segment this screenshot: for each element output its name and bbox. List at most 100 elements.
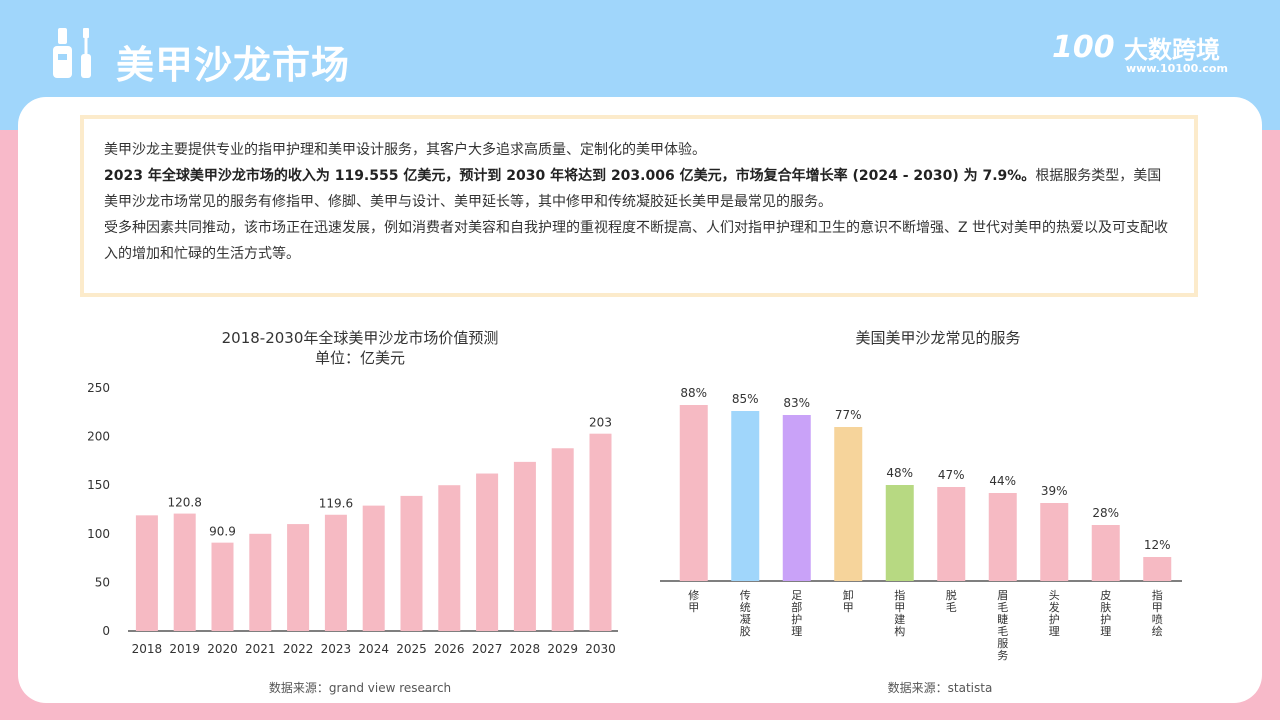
x-tick-label: 2025 (396, 642, 427, 656)
data-label: 83% (783, 396, 810, 410)
data-label: 44% (989, 474, 1016, 488)
x-tick-label: 睫 (997, 613, 1008, 626)
data-label: 77% (835, 408, 862, 422)
x-tick-label: 护 (1049, 612, 1060, 626)
bar-2028 (513, 461, 536, 631)
intro-box: 美甲沙龙主要提供专业的指甲护理和美甲设计服务，其客户大多追求高质量、定制化的美甲… (80, 115, 1198, 297)
x-tick-label: 甲 (894, 601, 905, 614)
y-tick-label: 200 (87, 430, 110, 444)
data-label: 47% (938, 468, 965, 482)
data-label: 39% (1041, 484, 1068, 498)
chart1-title-block: 2018-2030年全球美甲沙龙市场价值预测 单位：亿美元 (160, 328, 560, 368)
x-tick-label: 2028 (510, 642, 541, 656)
x-tick-label: 甲 (688, 601, 699, 614)
bar-2024 (362, 505, 385, 631)
intro-highlight: 2023 年全球美甲沙龙市场的收入为 119.555 亿美元，预计到 2030 … (104, 168, 1036, 184)
x-tick-label: 指 (1152, 588, 1163, 602)
data-label: 28% (1092, 506, 1119, 520)
bar-2018 (135, 515, 158, 631)
x-tick-label: 服 (997, 637, 1008, 650)
x-tick-label: 2026 (434, 642, 465, 656)
market-value-chart: 0 50 100 150 200 250 2018 2019 120.8 2020 90.9 2021… (87, 381, 618, 656)
x-tick-label: 2030 (585, 642, 616, 656)
y-tick-label: 250 (87, 381, 110, 395)
y-tick-label: 0 (102, 624, 110, 638)
logo-text: 大数跨境 (1124, 36, 1220, 64)
bar-2022 (287, 524, 310, 631)
data-label: 48% (886, 466, 913, 480)
x-tick-label: 护 (791, 612, 802, 626)
chart1-title: 2018-2030年全球美甲沙龙市场价值预测 (221, 329, 499, 347)
x-tick-label: 眉 (997, 589, 1008, 602)
x-tick-label: 脱 (946, 588, 957, 602)
x-tick-label: 传 (740, 589, 751, 602)
x-tick-label: 统 (740, 601, 751, 614)
bar-2026 (438, 485, 461, 631)
bar-脱毛 (937, 487, 966, 581)
page-title: 美甲沙龙市场 (116, 43, 351, 87)
x-tick-label: 甲 (843, 601, 854, 614)
bar-2030 (589, 433, 612, 631)
x-tick-label: 绘 (1152, 624, 1163, 638)
bar-2020 (211, 542, 234, 631)
bar-足部护理 (782, 415, 811, 581)
x-tick-label: 肤 (1100, 600, 1111, 614)
x-tick-label: 建 (894, 612, 905, 626)
x-tick-label: 发 (1049, 600, 1060, 614)
bar-头发护理 (1040, 503, 1069, 581)
bar-2021 (249, 533, 272, 631)
logo-url: www.10100.com (1126, 62, 1228, 75)
intro-paragraph-1: 美甲沙龙主要提供专业的指甲护理和美甲设计服务，其客户大多追求高质量、定制化的美甲… (104, 142, 706, 158)
bar-2025 (400, 495, 423, 631)
x-tick-label: 卸 (843, 588, 854, 602)
chart1-source: 数据来源：grand view research (268, 681, 452, 695)
y-tick-label: 100 (87, 527, 110, 541)
x-tick-label: 胶 (740, 624, 751, 638)
x-tick-label: 修 (688, 588, 699, 602)
x-tick-label: 2018 (132, 642, 163, 656)
chart1-subtitle: 单位：亿美元 (314, 349, 405, 367)
x-tick-label: 足 (791, 589, 802, 602)
x-tick-label: 2019 (169, 642, 200, 656)
data-label: 90.9 (209, 525, 236, 539)
x-tick-label: 理 (791, 625, 802, 638)
x-tick-label: 构 (894, 624, 905, 638)
y-tick-label: 150 (87, 478, 110, 492)
bar-2019 (173, 513, 196, 631)
data-label: 120.8 (168, 496, 202, 510)
bar-修甲 (679, 405, 708, 581)
x-tick-label: 理 (1049, 625, 1060, 638)
x-tick-label: 理 (1100, 625, 1111, 638)
x-tick-label: 凝 (740, 612, 751, 626)
data-label: 88% (680, 386, 707, 400)
bar-皮肤护理 (1091, 525, 1120, 581)
x-tick-label: 2023 (321, 642, 352, 656)
chart2-source: 数据来源：statista (887, 681, 993, 695)
data-label: 85% (732, 392, 759, 406)
bar-卸甲 (834, 427, 863, 581)
x-tick-label: 2020 (207, 642, 238, 656)
bar-传统凝胶 (731, 411, 760, 581)
data-label: 119.6 (319, 497, 353, 511)
x-tick-label: 务 (997, 649, 1008, 662)
bar-眉毛睫毛服务 (988, 493, 1017, 581)
brand-logo: 100 大数跨境 www.10100.com (1052, 28, 1242, 80)
x-tick-label: 头 (1049, 589, 1060, 602)
x-tick-label: 2027 (472, 642, 503, 656)
x-tick-label: 护 (1100, 612, 1111, 626)
x-tick-label: 部 (791, 600, 802, 614)
x-tick-label: 2021 (245, 642, 276, 656)
x-tick-label: 毛 (997, 601, 1008, 614)
chart2-title: 美国美甲沙龙常见的服务 (855, 329, 1021, 347)
y-tick-label: 50 (95, 575, 110, 589)
x-tick-label: 甲 (1152, 601, 1163, 614)
bar-2029 (551, 448, 574, 631)
x-tick-label: 2029 (547, 642, 578, 656)
x-tick-label: 2024 (358, 642, 389, 656)
intro-paragraph-3: 受多种因素共同推动，该市场正在迅速发展，例如消费者对美容和自我护理的重视程度不断… (104, 220, 1169, 262)
bar-指甲建构 (885, 485, 914, 581)
bar-2023 (324, 514, 347, 631)
intro-paragraph-2-rest: 根据服务类型，美国美甲沙龙市场常见的服务有修指甲、修脚、美甲与设计、美甲延长等，… (104, 168, 1162, 210)
x-tick-label: 毛 (946, 601, 957, 614)
